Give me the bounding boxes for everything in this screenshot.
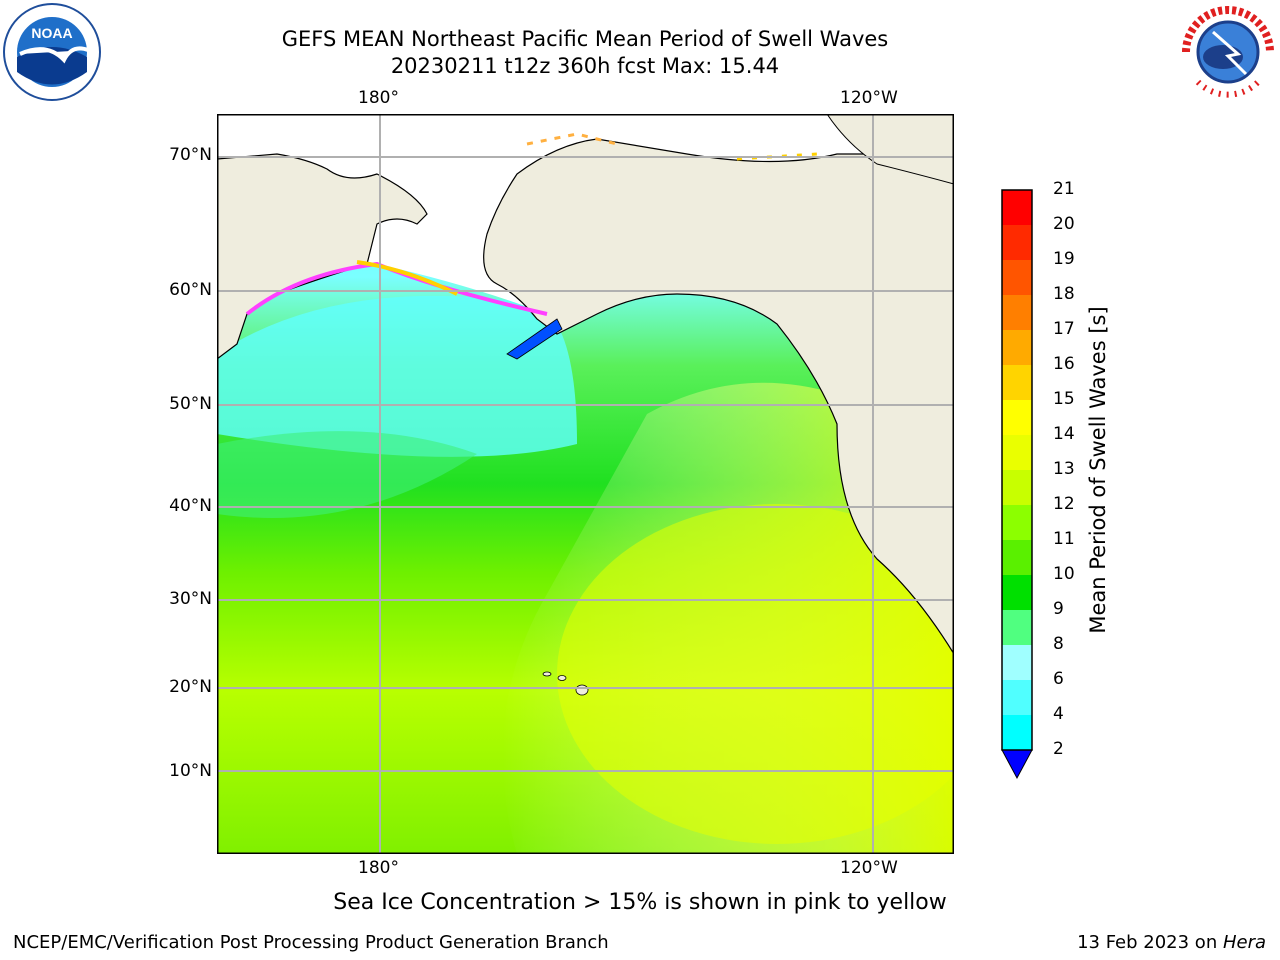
latitude-label-60n: 60°N [169, 280, 212, 300]
colorbar-tick-label: 2 [1053, 739, 1064, 759]
colorbar-tick-label: 21 [1053, 179, 1075, 199]
latitude-label-10n: 10°N [169, 761, 212, 781]
colorbar-tick-label: 18 [1053, 284, 1075, 304]
colorbar-tick-label: 13 [1053, 459, 1075, 479]
colorbar-tick-label: 11 [1053, 529, 1075, 549]
latitude-label-40n: 40°N [169, 496, 212, 516]
latitude-label-70n: 70°N [169, 145, 212, 165]
colorbar-tick-label: 6 [1053, 669, 1064, 689]
land-siberia [217, 153, 428, 360]
colorbar-segment [1002, 540, 1032, 575]
colorbar-segment [1002, 400, 1032, 435]
colorbar-segment [1002, 365, 1032, 400]
colorbar-tick-label: 20 [1053, 214, 1075, 234]
colorbar-segment [1002, 435, 1032, 470]
colorbar-segment [1002, 330, 1032, 365]
noaa-logo: NOAA [3, 3, 101, 101]
colorbar-tick-label: 9 [1053, 599, 1064, 619]
top-longitude-label-120w: 120°W [840, 88, 898, 108]
colorbar-segment [1002, 295, 1032, 330]
colorbar-tick-label: 4 [1053, 704, 1064, 724]
sea-ice-caption: Sea Ice Concentration > 15% is shown in … [333, 890, 947, 915]
footer-date-text: 13 Feb 2023 on [1077, 932, 1223, 953]
colorbar-tick-label: 16 [1053, 354, 1075, 374]
colorbar-segment [1002, 575, 1032, 610]
colorbar-segment [1002, 680, 1032, 715]
bottom-longitude-label-120w: 120°W [840, 858, 898, 878]
bottom-longitude-label-180: 180° [358, 858, 399, 878]
swell-period-map [217, 114, 954, 854]
colorbar-segment [1002, 190, 1032, 225]
colorbar-outline [1001, 189, 1033, 751]
colorbar-tick-label: 19 [1053, 249, 1075, 269]
colorbar-segment [1002, 505, 1032, 540]
land-alaska [483, 138, 954, 656]
top-longitude-label-180: 180° [358, 88, 399, 108]
colorbar-tick-label: 12 [1053, 494, 1075, 514]
colorbar-segment [1002, 610, 1032, 645]
colorbar-tick-label: 10 [1053, 564, 1075, 584]
nws-logo [1180, 4, 1276, 100]
footer-date: 13 Feb 2023 on Hera [1077, 932, 1266, 953]
colorbar-label: Mean Period of Swell Waves [s] [1086, 306, 1110, 634]
colorbar-segment [1002, 260, 1032, 295]
latitude-label-50n: 50°N [169, 394, 212, 414]
latitude-label-20n: 20°N [169, 677, 212, 697]
footer-host: Hera [1222, 932, 1266, 953]
chart-subtitle: 20230211 t12z 360h fcst Max: 15.44 [390, 54, 780, 78]
colorbar-segment [1002, 645, 1032, 680]
colorbar-segment [1002, 225, 1032, 260]
chart-title: GEFS MEAN Northeast Pacific Mean Period … [281, 27, 889, 51]
colorbar-segment [1002, 470, 1032, 505]
colorbar-extend-triangle [1001, 749, 1033, 780]
colorbar-tick-label: 17 [1053, 319, 1075, 339]
colorbar-tick-label: 8 [1053, 634, 1064, 654]
svg-text:NOAA: NOAA [31, 25, 72, 41]
footer-organization: NCEP/EMC/Verification Post Processing Pr… [13, 932, 609, 953]
latitude-label-30n: 30°N [169, 589, 212, 609]
colorbar-tick-label: 15 [1053, 389, 1075, 409]
colorbar-segment [1002, 715, 1032, 750]
colorbar-tick-label: 14 [1053, 424, 1075, 444]
colorbar [1001, 189, 1033, 780]
